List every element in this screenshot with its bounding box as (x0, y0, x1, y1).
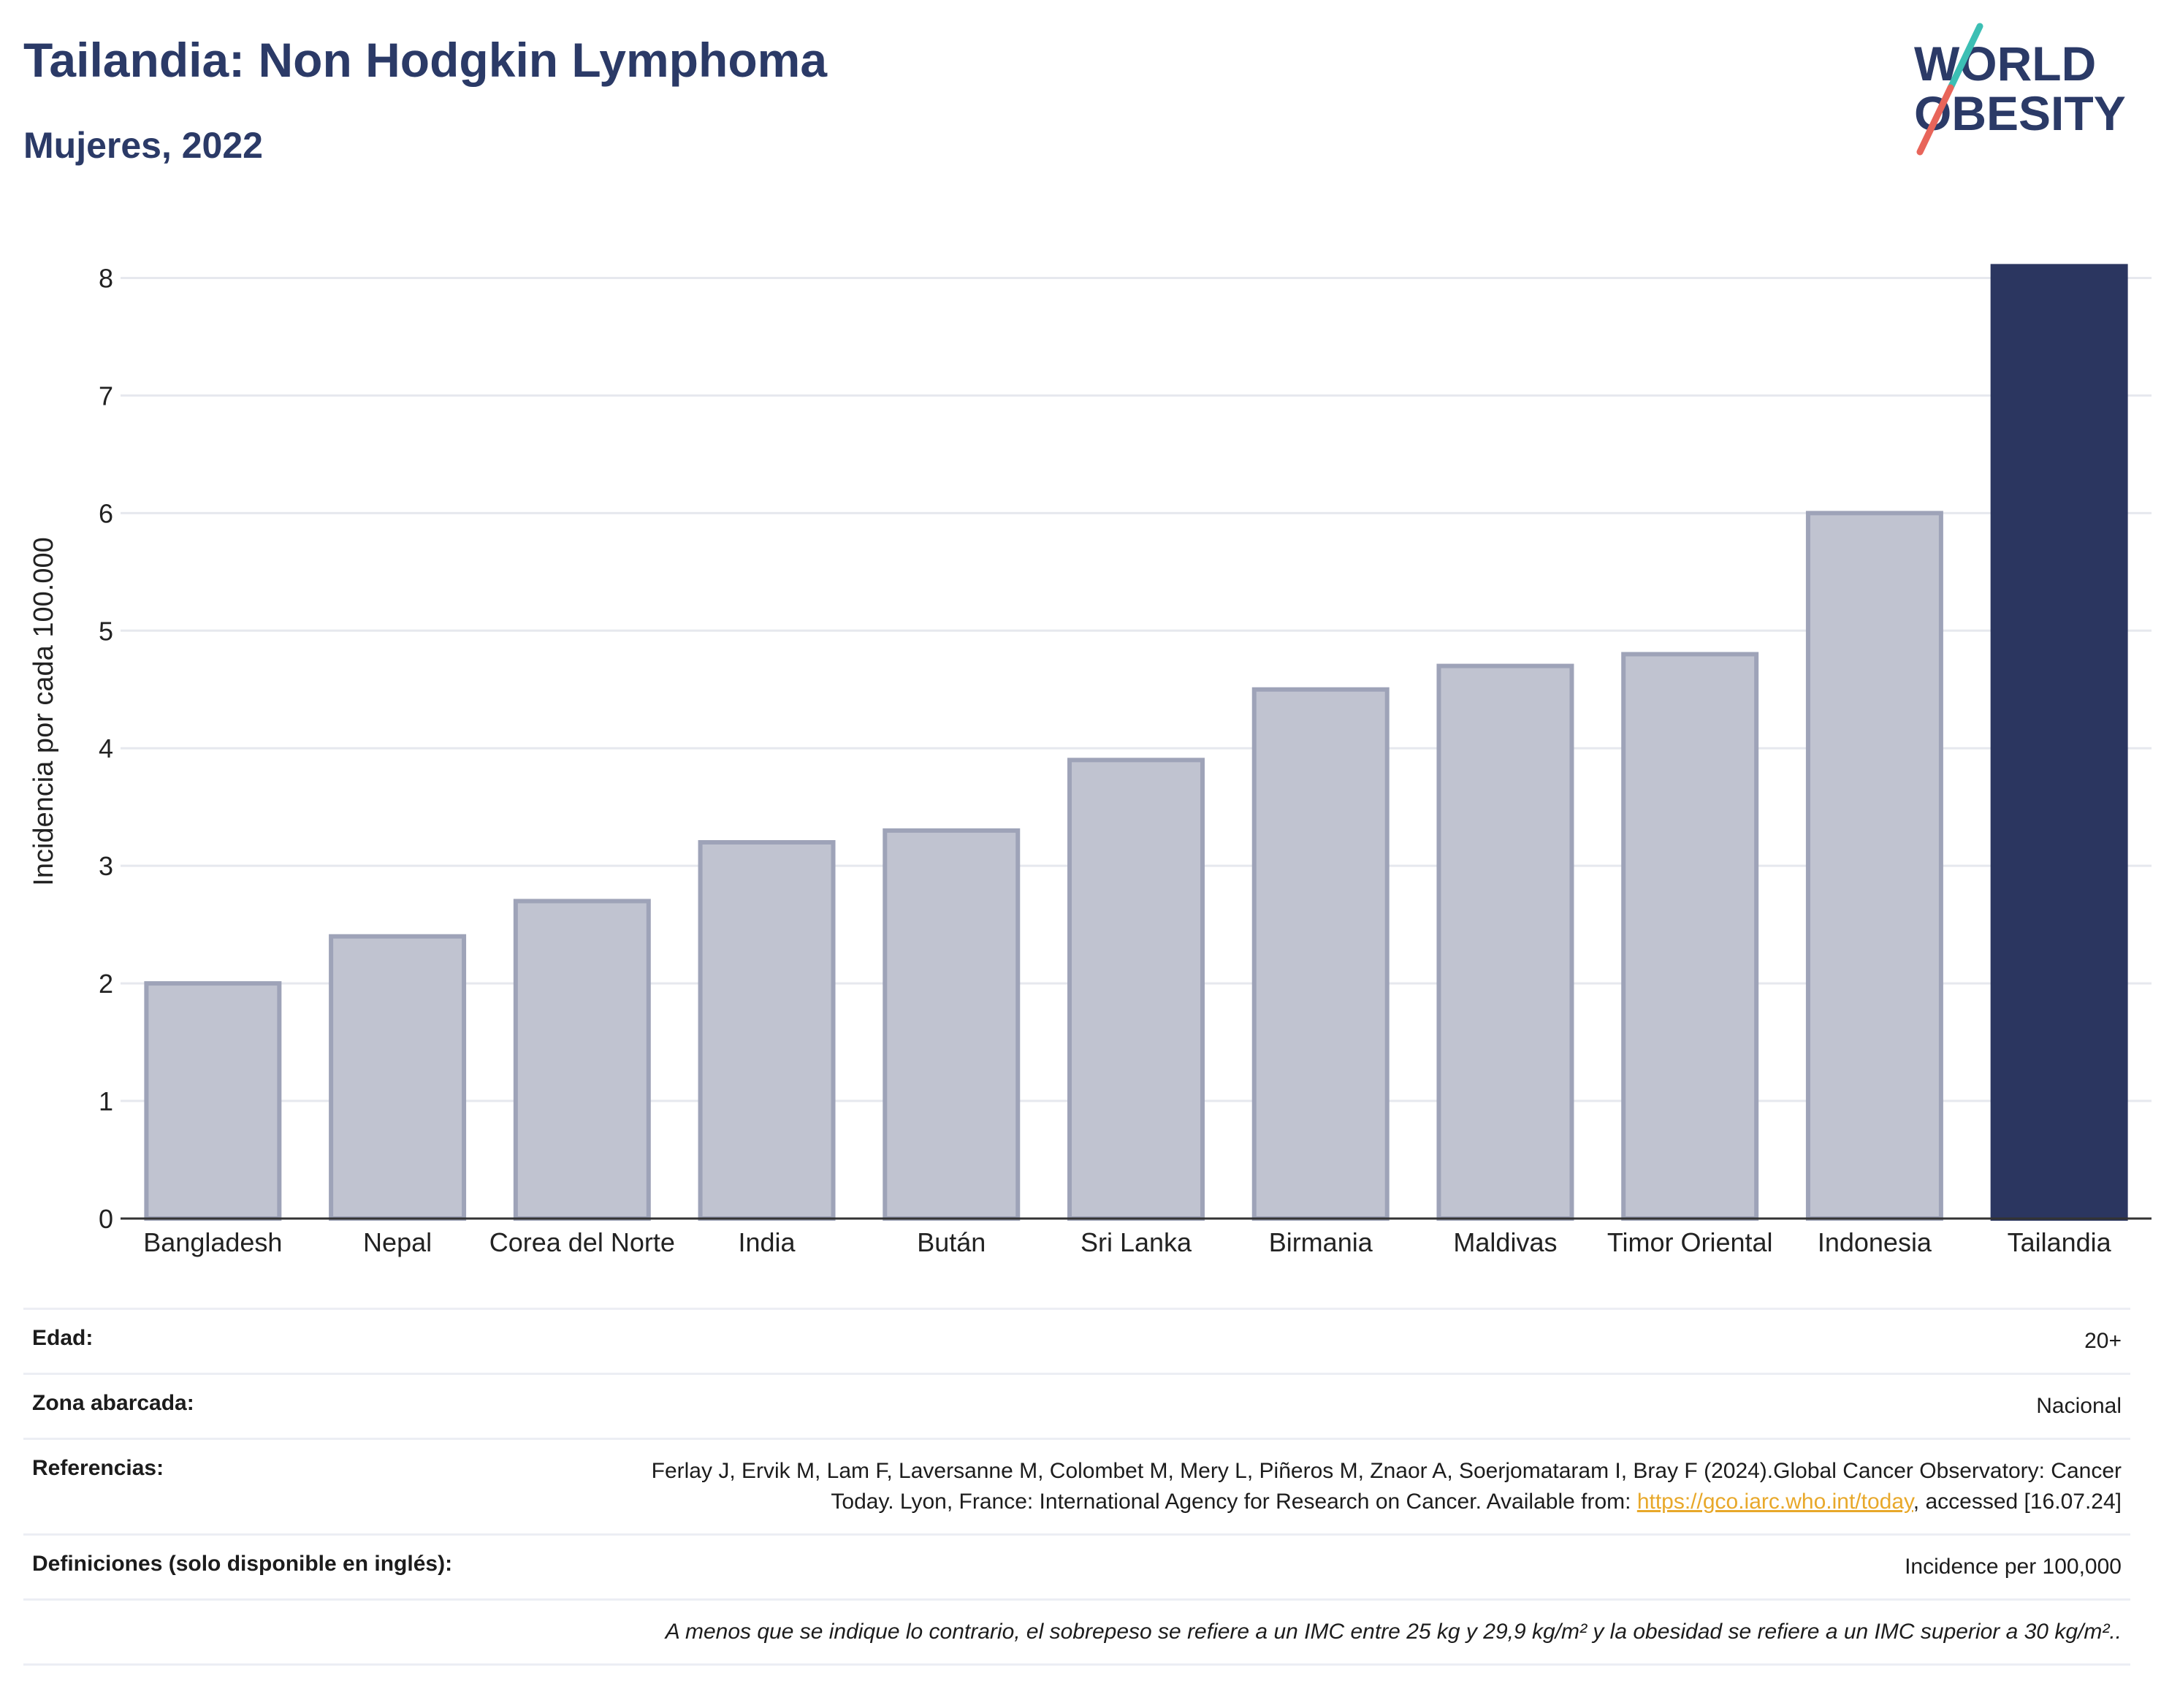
y-tick-label: 3 (99, 851, 113, 881)
x-tick-label: Timor Oriental (1607, 1227, 1773, 1257)
info-row-area: Zona abarcada: Nacional (23, 1373, 2130, 1438)
bars (144, 264, 2128, 1221)
bar-tailandia (1990, 264, 2128, 1221)
bar-maldivas (1436, 663, 1574, 1221)
x-tick-label: India (739, 1227, 796, 1257)
bar-indonesia (1805, 511, 1943, 1221)
obesity-note: A menos que se indique lo contrario, el … (665, 1620, 2122, 1644)
logo-line-1: WORLD (1914, 37, 2096, 91)
x-tick-label: Corea del Norte (489, 1227, 675, 1257)
bar-nepal (329, 934, 467, 1221)
references-label: Referencias: (32, 1456, 164, 1480)
info-row-definitions: Definiciones (solo disponible en inglés)… (23, 1533, 2130, 1598)
x-tick-label: Tailandia (2008, 1227, 2112, 1257)
bar-india (698, 839, 836, 1221)
definitions-label: Definiciones (solo disponible en inglés)… (32, 1552, 453, 1576)
axes: 0 1 2 3 4 5 6 7 8 Bangladesh Nepal Corea del Norte I… (99, 263, 2152, 1257)
references-link[interactable]: https://gco.iarc.who.int/today (1636, 1490, 1913, 1514)
y-tick-label: 0 (99, 1204, 113, 1234)
x-tick-label: Sri Lanka (1080, 1227, 1192, 1257)
area-label: Zona abarcada: (32, 1391, 194, 1415)
world-obesity-logo: WORLD OBESITY (1914, 23, 2126, 156)
bar-timor-oriental (1621, 652, 1759, 1221)
info-row-note: A menos que se indique lo contrario, el … (23, 1598, 2130, 1666)
age-value: 20+ (2084, 1329, 2122, 1353)
info-row-age: Edad: 20+ (23, 1308, 2130, 1373)
logo-slash-top (1947, 23, 1983, 91)
bar-corea-del-norte (513, 899, 651, 1221)
y-tick-label: 8 (99, 263, 113, 293)
bar-birmania (1251, 687, 1390, 1221)
chart-subtitle: Mujeres, 2022 (23, 125, 263, 166)
references-accessed: , accessed [16.07.24] (1913, 1490, 2122, 1514)
references-text: Ferlay J, Ervik M, Lam F, Laversanne M, … (651, 1459, 2122, 1514)
y-tick-label: 7 (99, 381, 113, 411)
x-tick-label: Indonesia (1818, 1227, 1932, 1257)
definitions-value: Incidence per 100,000 (1905, 1555, 2122, 1579)
y-axis-label: Incidencia por cada 100.000 (28, 537, 59, 885)
bar-chart: 0 1 2 3 4 5 6 7 8 Bangladesh Nepal Corea del Norte I… (28, 263, 2152, 1257)
age-label: Edad: (32, 1326, 94, 1350)
info-table: Edad: 20+ Zona abarcada: Nacional Refere… (23, 1308, 2130, 1666)
y-tick-label: 2 (99, 969, 113, 999)
info-row-references: Referencias: Ferlay J, Ervik M, Lam F, L… (23, 1438, 2130, 1533)
x-tick-label: Maldivas (1453, 1227, 1557, 1257)
bar-bangladesh (144, 981, 282, 1221)
x-tick-label: Birmania (1269, 1227, 1373, 1257)
chart-title: Tailandia: Non Hodgkin Lymphoma (23, 33, 828, 87)
x-tick-label: Bután (917, 1227, 986, 1257)
x-tick-label: Nepal (363, 1227, 432, 1257)
bar-sri-lanka (1067, 758, 1205, 1221)
y-tick-label: 1 (99, 1086, 113, 1116)
x-tick-label: Bangladesh (143, 1227, 282, 1257)
bar-bután (883, 828, 1021, 1221)
logo-slash-bottom (1916, 84, 1954, 156)
y-tick-label: 5 (99, 616, 113, 646)
y-tick-label: 6 (99, 498, 113, 528)
y-tick-label: 4 (99, 733, 113, 763)
references-value: Ferlay J, Ervik M, Lam F, Laversanne M, … (617, 1456, 2122, 1517)
area-value: Nacional (2036, 1394, 2122, 1418)
